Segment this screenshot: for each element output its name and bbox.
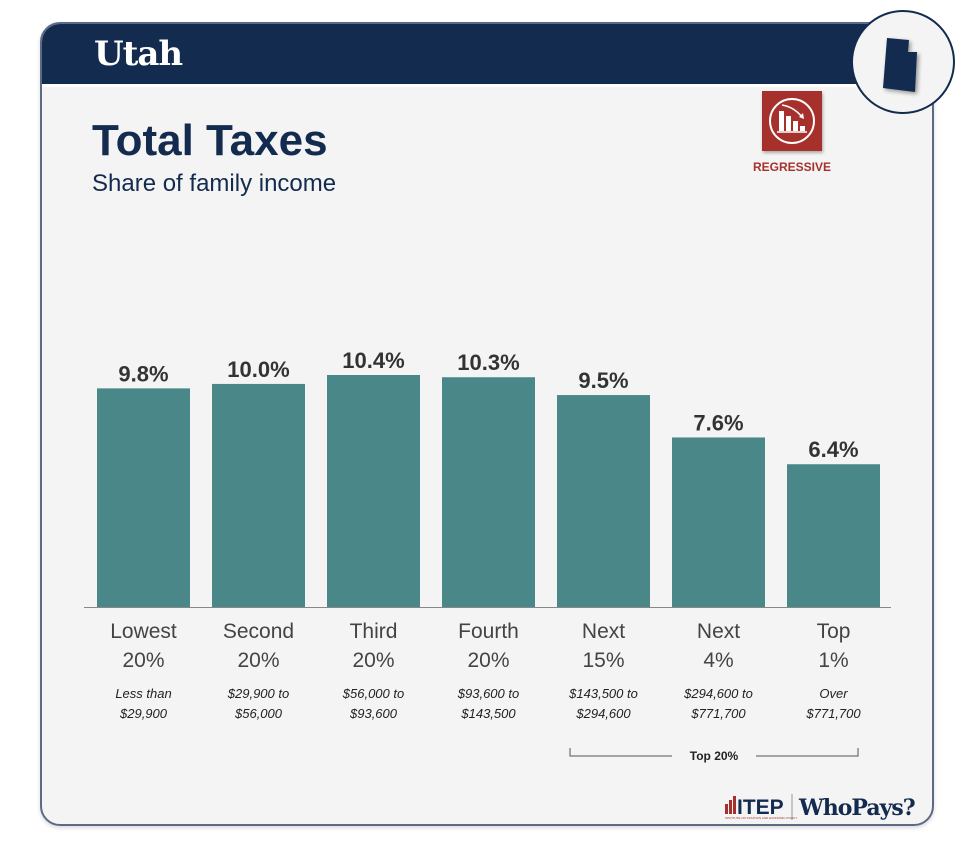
itep-logo-icon: ITEP INSTITUTE ON TAXATION AND ECONOMIC … bbox=[725, 796, 797, 820]
category-percent-label: 20% bbox=[352, 649, 394, 672]
income-range-label: $294,600 to bbox=[683, 686, 753, 701]
income-range-label: Over bbox=[819, 686, 848, 701]
bar-value-label: 6.4% bbox=[808, 437, 858, 462]
bar bbox=[787, 464, 880, 607]
regressive-chart-icon bbox=[762, 91, 822, 151]
whopays-wordmark: WhoPays? bbox=[798, 795, 915, 821]
itep-tagline: INSTITUTE ON TAXATION AND ECONOMIC POLIC… bbox=[725, 816, 797, 820]
bar bbox=[442, 377, 535, 607]
income-range-label: $93,600 bbox=[349, 706, 398, 721]
bar-value-label: 10.3% bbox=[457, 350, 519, 375]
income-range-label: $93,600 to bbox=[457, 686, 519, 701]
bar bbox=[557, 395, 650, 607]
bar bbox=[327, 375, 420, 607]
category-percent-label: 1% bbox=[818, 649, 848, 672]
category-percent-label: 15% bbox=[582, 649, 624, 672]
category-percent-label: 4% bbox=[703, 649, 733, 672]
category-label: Third bbox=[350, 620, 398, 643]
category-label: Lowest bbox=[110, 620, 177, 643]
income-range-label: $143,500 bbox=[460, 706, 516, 721]
category-label: Next bbox=[697, 620, 740, 643]
top20-bracket-right bbox=[756, 748, 859, 757]
state-name: Utah bbox=[94, 34, 183, 74]
income-range-label: $771,700 bbox=[805, 706, 861, 721]
bar-value-label: 10.0% bbox=[227, 357, 289, 382]
category-label: Next bbox=[582, 620, 625, 643]
category-label: Top bbox=[817, 620, 851, 643]
top20-bracket-left bbox=[569, 748, 672, 757]
income-range-label: $294,600 bbox=[575, 706, 631, 721]
income-range-label: $29,900 bbox=[119, 706, 168, 721]
bar-value-label: 10.4% bbox=[342, 348, 404, 373]
header-bar: Utah bbox=[42, 24, 932, 87]
category-label: Second bbox=[223, 620, 294, 643]
chart-title: Total Taxes bbox=[92, 116, 328, 165]
category-percent-label: 20% bbox=[237, 649, 279, 672]
category-percent-label: 20% bbox=[122, 649, 164, 672]
category-label: Fourth bbox=[458, 620, 519, 643]
state-emblem bbox=[851, 10, 955, 114]
income-range-label: $143,500 to bbox=[568, 686, 638, 701]
regressive-label: REGRESSIVE bbox=[752, 160, 832, 174]
top20-bracket-label: Top 20% bbox=[690, 749, 739, 763]
income-range-label: $56,000 bbox=[234, 706, 283, 721]
itep-wordmark: ITEP bbox=[737, 796, 784, 819]
bar bbox=[97, 388, 190, 607]
bar-value-label: 9.5% bbox=[578, 368, 628, 393]
income-range-label: $56,000 to bbox=[342, 686, 404, 701]
income-range-label: $771,700 bbox=[690, 706, 746, 721]
footer-logos: ITEP INSTITUTE ON TAXATION AND ECONOMIC … bbox=[723, 790, 923, 829]
category-percent-label: 20% bbox=[467, 649, 509, 672]
chart-subtitle: Share of family income bbox=[92, 170, 337, 197]
utah-state-shape-icon bbox=[883, 38, 917, 92]
bar bbox=[672, 437, 765, 607]
bar bbox=[212, 383, 305, 607]
income-range-label: $29,900 to bbox=[227, 686, 289, 701]
income-range-label: Less than bbox=[115, 686, 171, 701]
bar-value-label: 7.6% bbox=[693, 410, 743, 435]
bar-value-label: 9.8% bbox=[118, 361, 168, 386]
